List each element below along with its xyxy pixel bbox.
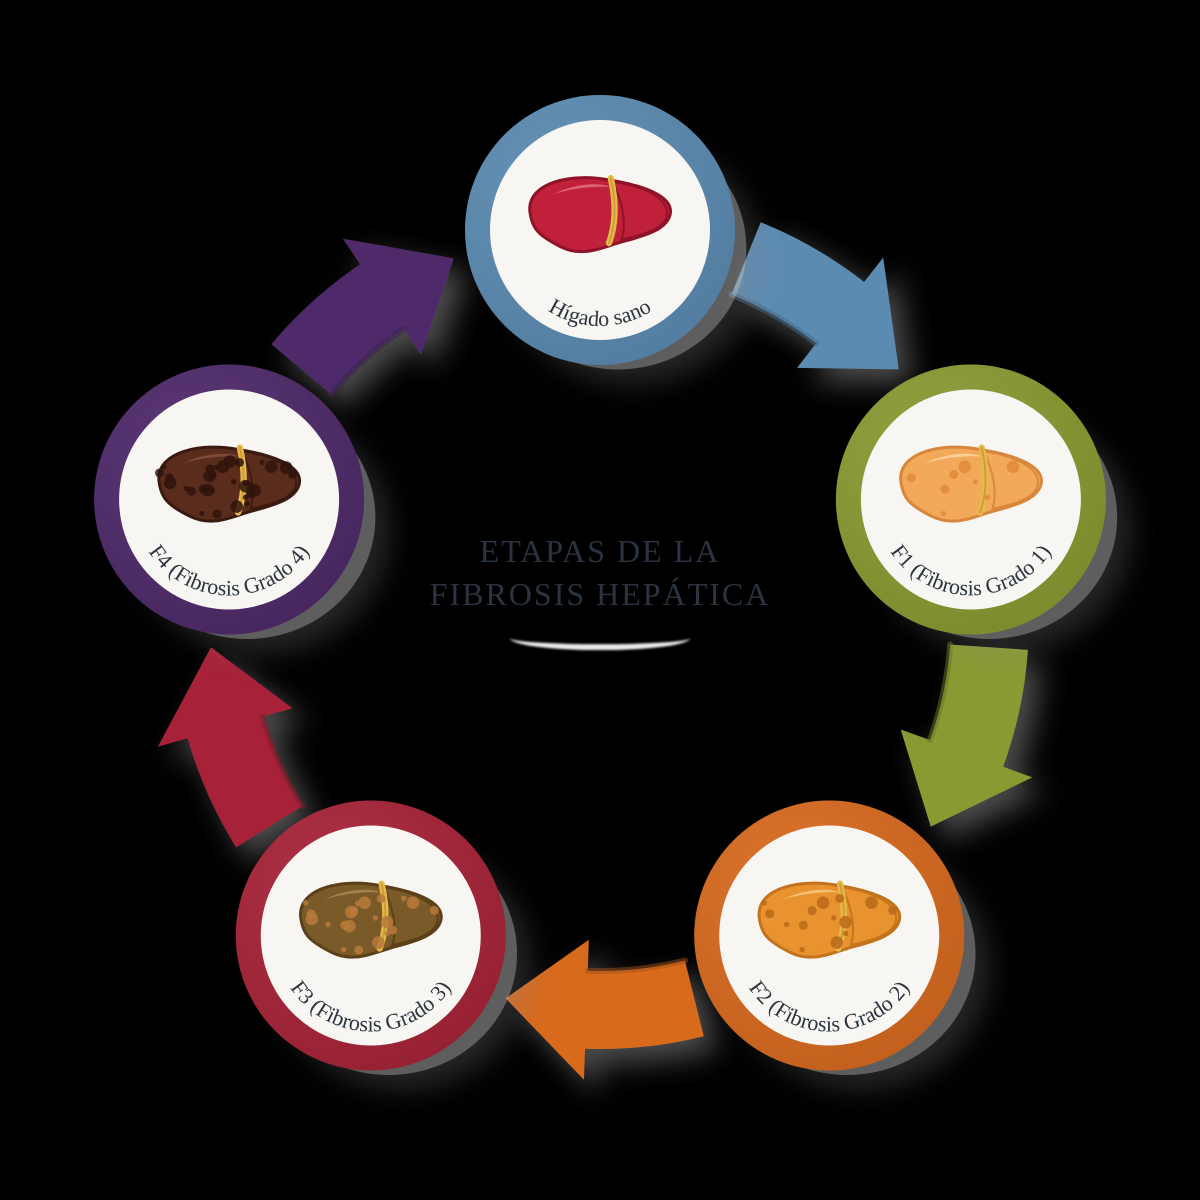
arrow-f3-to-f4 [158,647,303,847]
diagram-stage: Hígado sanoF1 (Fibrosis Grado 1)F2 (Fibr… [0,0,1200,1200]
arrow-f4-to-healthy [271,239,454,395]
arrow-f1-to-f2 [901,644,1033,826]
cycle-svg: Hígado sanoF1 (Fibrosis Grado 1)F2 (Fibr… [0,0,1200,1200]
arrow-f2-to-f3 [506,940,704,1080]
arrow-healthy-to-f1 [731,222,898,369]
